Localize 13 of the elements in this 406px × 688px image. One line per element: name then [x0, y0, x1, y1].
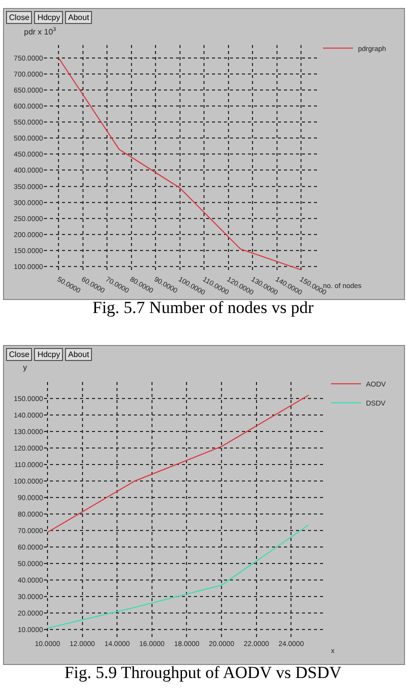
line-series [46, 394, 310, 533]
text: Close [6, 11, 32, 24]
text: About [65, 11, 92, 24]
caption: Fig. 5.7 Number of nodes vs pdr [92, 298, 314, 318]
y-axis-title: pdr x 10$^{3}$ [24, 27, 56, 36]
text: Hdcpy [34, 348, 64, 361]
line-series [58, 57, 302, 270]
y-axis-title: y [23, 363, 27, 372]
text: About [65, 348, 92, 361]
caption: Fig. 5.9 Throughput of AODV vs DSDV [63, 663, 343, 683]
text: Close [6, 348, 32, 361]
line-series [46, 524, 310, 629]
text: Hdcpy [34, 11, 64, 24]
